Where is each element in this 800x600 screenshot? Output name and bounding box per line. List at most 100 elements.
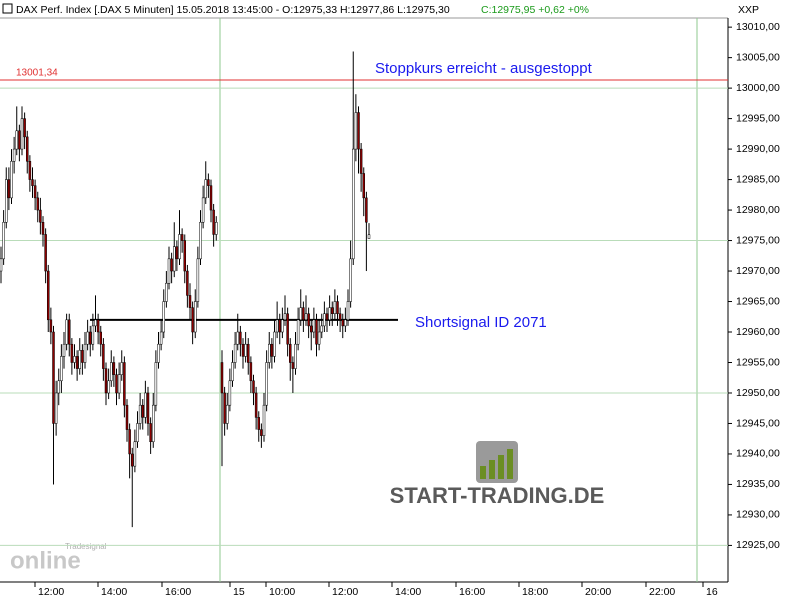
candle-body: [254, 392, 258, 418]
header-icon: [2, 3, 13, 14]
candle-body: [73, 356, 76, 363]
candle-body: [10, 161, 13, 199]
y-tick-label: 12995,00: [736, 112, 780, 124]
candle-body: [12, 148, 16, 162]
candle-body: [352, 148, 355, 260]
y-tick-label: 13000,00: [736, 82, 780, 94]
candle-body: [299, 307, 302, 321]
candle-body: [328, 307, 331, 321]
candle-body: [86, 331, 89, 345]
candle-body: [91, 325, 95, 345]
x-tick-label: 14:00: [395, 586, 421, 598]
candle-body: [231, 362, 234, 382]
candle-body: [212, 209, 215, 235]
candle-body: [304, 313, 308, 321]
logo-bar: [489, 460, 495, 479]
candle-body: [241, 343, 245, 357]
candle-body: [152, 404, 155, 443]
candle-body: [359, 148, 363, 174]
candle-body: [146, 392, 150, 424]
candle-body: [201, 197, 205, 223]
candle-body: [226, 404, 229, 424]
candle-body: [239, 331, 242, 345]
candle-body: [270, 343, 274, 357]
candle-body: [362, 173, 365, 199]
candle-body: [233, 343, 237, 363]
candle-body: [247, 343, 250, 363]
candle-body: [112, 362, 116, 375]
candle-body: [83, 343, 87, 363]
candle-body: [273, 331, 276, 357]
candle-body: [317, 331, 321, 345]
candle-body: [154, 362, 158, 406]
y-tick-label: 12930,00: [736, 509, 780, 521]
candle-body: [107, 380, 110, 394]
plot-area: 13001,34: [0, 51, 728, 546]
candle-body: [28, 161, 32, 180]
candle-body: [41, 222, 45, 235]
candle-body: [2, 222, 5, 260]
candle-body: [131, 453, 134, 467]
y-tick-label: 12955,00: [736, 356, 780, 368]
x-tick-label: 20:00: [585, 586, 611, 598]
candle-body: [133, 441, 137, 467]
y-tick-label: 13005,00: [736, 51, 780, 63]
candle-body: [138, 404, 142, 424]
logo-bar: [498, 455, 504, 479]
candle-body: [365, 197, 368, 223]
candle-body: [149, 423, 152, 443]
candle-body: [188, 295, 192, 308]
y-tick-label: 12935,00: [736, 478, 780, 490]
candle-body: [178, 234, 181, 260]
candle-body: [283, 313, 287, 321]
y-tick-label: 12975,00: [736, 234, 780, 246]
candle-body: [296, 319, 300, 345]
x-tick-label: 18:00: [522, 586, 548, 598]
candle-body: [159, 331, 163, 345]
y-tick-label: 12985,00: [736, 173, 780, 185]
candle-body: [123, 362, 126, 406]
candle-body: [223, 392, 226, 424]
annotation: Stoppkurs erreicht - ausgestoppt: [375, 60, 593, 77]
x-tick-label: 16:00: [165, 586, 191, 598]
candle-body: [52, 331, 55, 424]
candle-body: [144, 392, 147, 418]
candle-body: [341, 319, 344, 327]
candle-body: [70, 343, 74, 363]
candle-body: [157, 343, 160, 363]
provider: Tradesignal: [65, 542, 107, 551]
candle-body: [291, 362, 295, 369]
x-tick-label: 12:00: [38, 586, 64, 598]
candle-body: [194, 301, 197, 333]
x-tick-label: 14:00: [101, 586, 127, 598]
x-tick-label: 12:00: [332, 586, 358, 598]
candle-body: [20, 118, 24, 150]
candle-body: [252, 380, 255, 394]
candle-body: [117, 374, 121, 394]
candle-body: [333, 301, 337, 314]
candle-body: [68, 319, 71, 345]
y-tick-label: 12940,00: [736, 448, 780, 460]
watermark: START-TRADING.DE online Tradesignal: [10, 441, 604, 574]
candle-body: [0, 258, 3, 272]
candle-body: [18, 130, 21, 150]
candle-body: [39, 209, 42, 223]
candle-body: [249, 362, 253, 382]
candle-body: [65, 319, 68, 345]
y-tick-label: 12925,00: [736, 539, 780, 551]
logo-text: online: [10, 547, 81, 574]
candle-body: [54, 392, 58, 424]
candle-body: [346, 301, 350, 321]
candle-body: [199, 222, 202, 260]
x-tick-label: 22:00: [649, 586, 675, 598]
candle-body: [357, 112, 360, 150]
y-tick-label: 12970,00: [736, 265, 780, 277]
candle-body: [180, 234, 184, 241]
candle-body: [209, 185, 213, 211]
y-tick-label: 12980,00: [736, 204, 780, 216]
candle-body: [325, 313, 329, 321]
candle-body: [175, 246, 179, 260]
y-tick-label: 12990,00: [736, 143, 780, 155]
candle-body: [173, 246, 176, 272]
candle-body: [207, 179, 210, 186]
